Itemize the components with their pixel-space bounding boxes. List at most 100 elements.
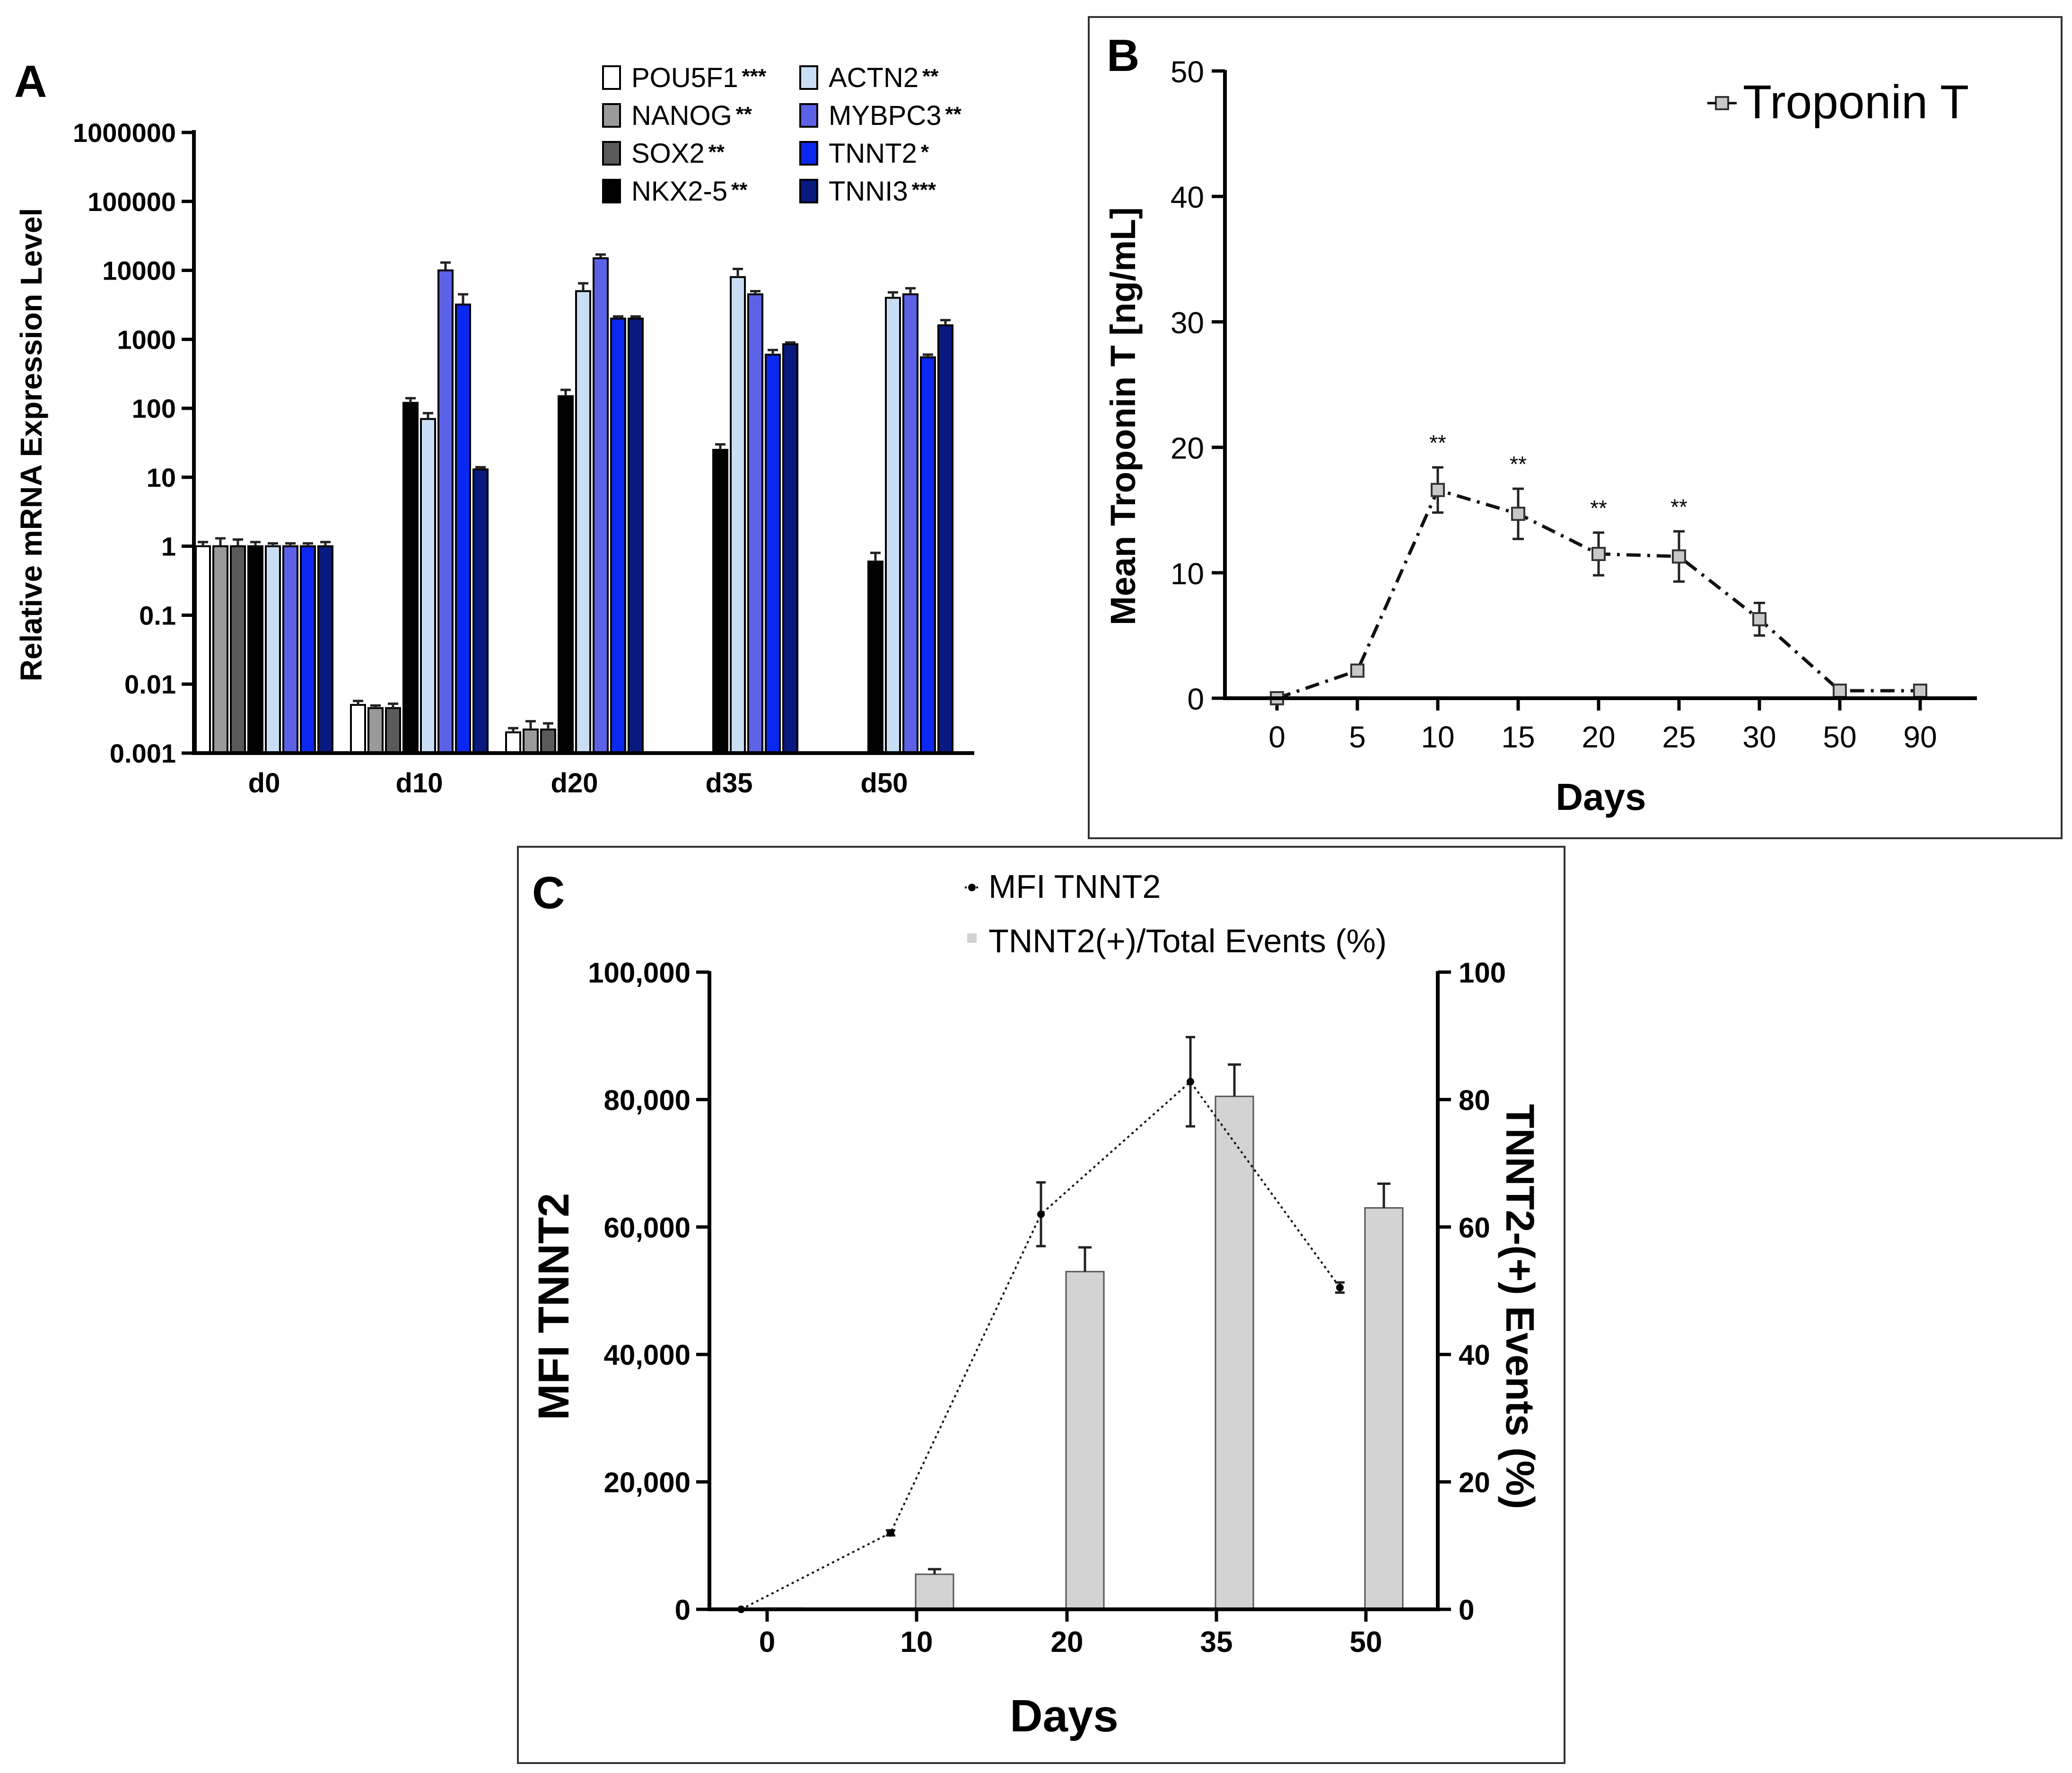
a-bar-nkx2-5 (247, 545, 263, 754)
c-y-axis-title-right: TNNT2-(+) Events (%) (1498, 1104, 1542, 1509)
c-y-tick-label-left: 20,000 (603, 1467, 691, 1499)
a-legend-swatch (602, 103, 621, 128)
a-legend-label-mybpc3: MYBPC3 ** (829, 100, 962, 131)
c-y-ticks-left: 0 20,000 40,000 60,000 80,000 100,000 (588, 957, 709, 1626)
a-bar-nkx2-5 (558, 395, 574, 754)
c-y-tick-label-right: 20 (1459, 1467, 1490, 1499)
a-x-tick-label: d35 (706, 768, 753, 799)
c-y-tick-label-right: 0 (1459, 1594, 1474, 1626)
b-point (1752, 612, 1766, 626)
b-x-tick-label: 25 (1662, 720, 1696, 754)
b-point (1431, 483, 1445, 497)
b-point (1511, 507, 1525, 521)
c-y-tick-label-left: 40,000 (603, 1339, 691, 1371)
b-x-tick-label: 30 (1742, 720, 1776, 754)
a-legend-sig: * (921, 140, 929, 164)
a-bar-nanog (367, 707, 384, 754)
c-bar (915, 1573, 954, 1610)
a-bar-tnnt2 (455, 303, 471, 754)
a-bars (195, 253, 953, 755)
c-line-point (1037, 1210, 1045, 1218)
a-bar-sox2 (540, 729, 556, 755)
a-bar-nkx2-5 (402, 402, 419, 754)
c-y-tick-label-left: 80,000 (603, 1084, 691, 1116)
c-bar (1065, 1271, 1105, 1610)
a-legend-swatch (602, 179, 621, 203)
c-line-point (1187, 1078, 1194, 1086)
c-legend-label-bar: TNNT2(+)/Total Events (%) (988, 922, 1387, 959)
a-x-tick-label: d20 (551, 768, 598, 799)
b-x-tick-label: 20 (1582, 720, 1615, 754)
c-y-tick-label-right: 100 (1459, 957, 1506, 989)
b-x-tick-label: 15 (1501, 720, 1535, 754)
a-legend-swatch (799, 65, 818, 90)
a-legend-sig: ** (922, 65, 939, 88)
a-bar-tnnt2 (610, 317, 626, 754)
a-bar-nkx2-5 (867, 561, 883, 755)
c-x-axis-title: Days (1010, 1691, 1119, 1741)
a-bar-mybpc3 (437, 269, 454, 754)
a-bar-pou5f1 (505, 731, 521, 754)
b-x-tick-label: 90 (1903, 720, 1937, 754)
a-legend-label-tnnt2: TNNT2 * (829, 138, 929, 169)
b-y-axis-title: Mean Troponin T [ng/mL] (1103, 207, 1143, 625)
b-y-tick-label: 20 (1171, 431, 1204, 465)
a-x-tick-label: d0 (248, 768, 280, 799)
b-legend-label: Troponin T (1743, 76, 1969, 129)
a-bar-sox2 (230, 545, 246, 754)
a-bar-tnni3 (317, 545, 333, 754)
b-x-axis-title: Days (1556, 776, 1646, 818)
c-y-tick-label-left: 100,000 (588, 957, 691, 989)
a-bar-nkx2-5 (712, 448, 728, 754)
a-y-tick-label: 10 (147, 463, 176, 492)
a-bar-actn2 (420, 418, 436, 754)
a-bar-sox2 (385, 707, 401, 754)
c-legend-bar-marker (967, 933, 977, 943)
a-bar-mybpc3 (282, 545, 298, 754)
a-bar-actn2 (885, 297, 901, 754)
c-x-tick-label: 20 (1051, 1626, 1084, 1659)
c-y-ticks-right: 0 20 40 60 80 100 (1438, 957, 1506, 1626)
a-bar-tnni3 (782, 343, 798, 754)
b-sig-label: ** (1670, 494, 1687, 519)
a-y-ticks: 0.001 0.01 0.1 1 10 100 1000 10000 100000 1000000 (73, 118, 194, 768)
panel-label-a: A (14, 56, 47, 107)
b-series: ** ** ** ** (1270, 430, 1927, 705)
panel-b: B Mean Troponin T [ng/mL] Days 0 10 20 30 40… (1088, 16, 2063, 839)
a-legend-sig: ** (708, 140, 725, 164)
a-bar-tnnt2 (920, 356, 936, 754)
a-legend-sig: *** (742, 65, 767, 88)
a-x-tick-label: d10 (396, 768, 443, 799)
b-y-tick-label: 30 (1171, 306, 1204, 340)
a-y-axis-title: Relative mRNA Expression Level (14, 208, 48, 682)
a-y-tick-label: 0.1 (139, 600, 176, 630)
panel-label-c: C (532, 868, 565, 918)
a-bar-actn2 (575, 290, 591, 754)
b-point (1591, 547, 1606, 562)
b-point (1672, 549, 1686, 564)
b-point (1833, 684, 1847, 698)
c-y-tick-label-left: 60,000 (603, 1212, 691, 1244)
c-y-tick-label-right: 60 (1459, 1212, 1490, 1244)
b-y-tick-label: 0 (1187, 682, 1204, 716)
b-y-tick-label: 40 (1171, 180, 1204, 214)
b-sig-label: ** (1510, 452, 1527, 476)
a-legend-sig: ** (945, 103, 962, 126)
b-point (1350, 663, 1364, 678)
c-y-axis-title-left: MFI TNNT2 (530, 1193, 578, 1420)
c-y-tick-label-left: 0 (675, 1594, 691, 1626)
a-bar-mybpc3 (902, 293, 918, 754)
b-y-ticks: 0 10 20 30 40 50 (1171, 55, 1225, 716)
b-sig-label: ** (1590, 496, 1607, 520)
a-y-tick-label: 0.001 (110, 738, 176, 768)
a-bar-actn2 (265, 545, 281, 754)
a-bar-tnni3 (472, 468, 489, 754)
panel-b-frame (1088, 16, 2063, 839)
a-bar-tnni3 (937, 324, 953, 754)
b-legend-marker (1715, 96, 1729, 110)
c-x-ticks: 0 10 20 35 50 (759, 1609, 1382, 1659)
a-y-tick-label: 1 (161, 532, 176, 562)
c-bar (1215, 1096, 1254, 1610)
b-sig-label: ** (1429, 430, 1446, 455)
